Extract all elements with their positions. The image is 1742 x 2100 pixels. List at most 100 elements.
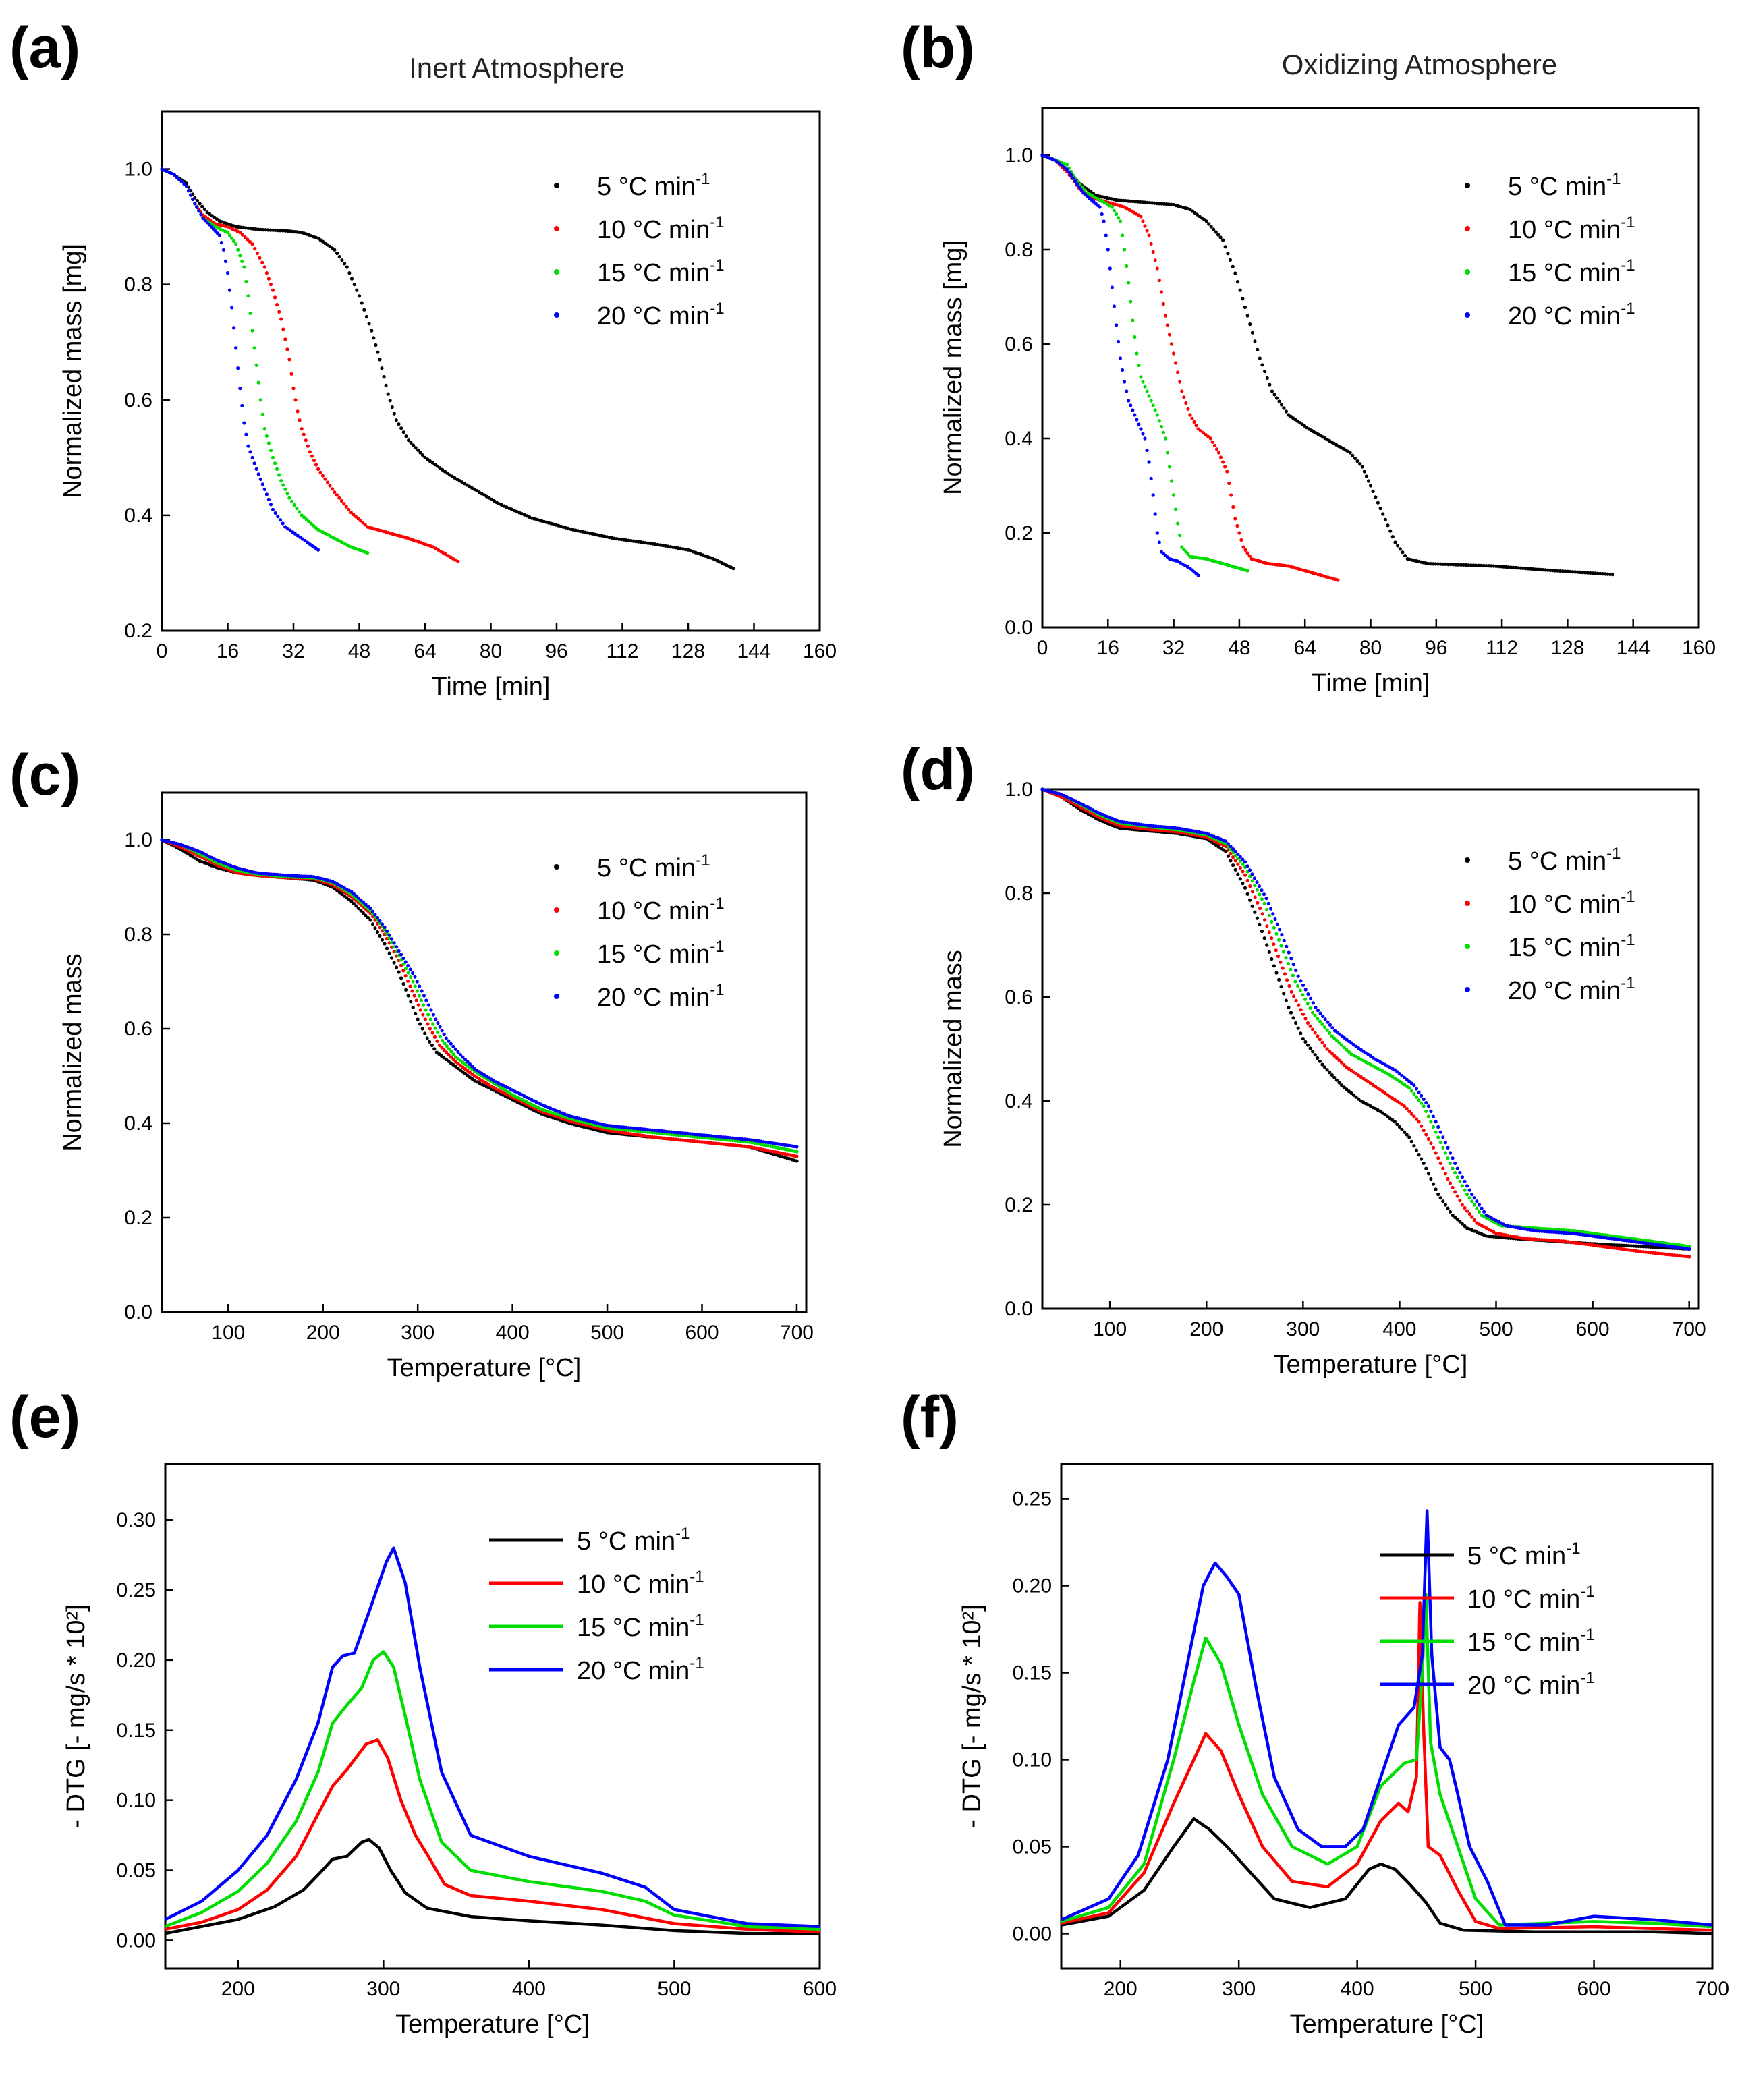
data-point — [1511, 565, 1515, 569]
data-point — [1598, 571, 1602, 576]
data-point — [1426, 561, 1430, 566]
data-point — [1353, 456, 1357, 461]
y-tick-label: 0.10 — [1013, 1749, 1052, 1771]
data-point — [244, 432, 248, 436]
data-point — [370, 909, 375, 913]
legend-label-text: 15 °C min — [577, 1614, 690, 1642]
y-axis-title: Normalized mass — [939, 950, 967, 1148]
data-point — [323, 477, 327, 481]
data-point — [269, 449, 273, 453]
data-point — [1563, 569, 1567, 573]
data-point — [1446, 1145, 1450, 1150]
data-point — [1414, 1087, 1419, 1091]
data-point — [1055, 160, 1059, 164]
x-tick-label: 48 — [348, 640, 370, 662]
y-tick-label: 0.8 — [1005, 882, 1033, 905]
data-point — [1241, 297, 1245, 301]
data-point — [1245, 569, 1249, 573]
data-point — [1575, 570, 1580, 574]
data-point — [1287, 950, 1291, 955]
data-point — [1448, 1161, 1453, 1165]
data-point — [385, 946, 389, 950]
data-point — [1454, 563, 1458, 567]
data-point — [1443, 1203, 1447, 1207]
data-point — [1250, 331, 1254, 335]
data-point — [394, 418, 398, 422]
legend-swatch — [554, 907, 559, 913]
data-point — [297, 510, 302, 514]
data-point — [441, 1038, 445, 1043]
y-tick-label: 0.0 — [124, 1301, 152, 1324]
data-point — [1383, 517, 1387, 522]
data-point — [397, 948, 401, 953]
data-point — [1226, 854, 1230, 858]
data-point — [252, 461, 256, 465]
data-point — [415, 989, 419, 993]
data-point — [1342, 1046, 1346, 1050]
data-point — [1292, 994, 1296, 998]
x-tick-label: 32 — [1162, 637, 1185, 659]
data-point — [399, 953, 403, 957]
series-line — [1061, 1509, 1713, 1927]
data-point — [1407, 1135, 1411, 1139]
data-point — [1216, 233, 1220, 237]
legend-label-superscript: -1 — [1566, 1539, 1580, 1558]
data-point — [258, 477, 262, 482]
x-tick-label: 96 — [1425, 637, 1447, 659]
data-point — [420, 989, 424, 993]
data-point — [238, 254, 242, 258]
data-point — [1250, 879, 1254, 883]
data-point — [256, 472, 260, 476]
data-point — [403, 960, 408, 964]
data-point — [219, 241, 223, 245]
data-point — [1073, 179, 1077, 183]
data-point — [1536, 567, 1540, 571]
chart-c: 100 200 300 400 500 600 700 0.0 0.2 0.4 0.6 0.8 1.0 T… — [59, 791, 814, 1382]
legend-label-text: 15 °C min — [1508, 259, 1621, 287]
data-point — [1180, 545, 1184, 549]
data-point — [1441, 1145, 1445, 1150]
data-point — [430, 461, 434, 465]
series-line — [1061, 1817, 1713, 1935]
data-point — [1184, 401, 1188, 405]
data-point — [426, 1022, 430, 1026]
data-point — [1395, 1070, 1399, 1074]
legend-label-superscript: -1 — [710, 300, 724, 318]
data-point — [1229, 859, 1233, 863]
data-point — [352, 513, 356, 517]
data-point — [281, 483, 285, 487]
data-point — [1453, 1190, 1457, 1194]
legend-item: 10 °C min-1 — [489, 1568, 704, 1599]
data-point — [1236, 862, 1240, 866]
data-point — [403, 974, 408, 978]
data-point — [277, 310, 281, 314]
data-point — [1270, 919, 1274, 924]
data-point — [1184, 550, 1188, 554]
data-point — [440, 1046, 444, 1050]
legend-label: 5 °C min-1 — [597, 851, 710, 882]
data-point — [248, 239, 252, 244]
data-point — [310, 454, 314, 458]
data-point — [1403, 1075, 1407, 1079]
x-tick-label: 80 — [480, 640, 502, 662]
data-point — [1340, 1083, 1344, 1087]
data-point — [461, 1055, 465, 1059]
data-point — [295, 507, 299, 511]
data-point — [342, 894, 346, 898]
data-point — [1420, 1157, 1424, 1161]
data-point — [411, 980, 415, 984]
series-1 — [160, 167, 735, 571]
data-point — [1245, 878, 1249, 882]
data-point — [1279, 985, 1283, 989]
data-point — [1262, 936, 1266, 940]
x-tick-label: 600 — [685, 1322, 719, 1344]
data-point — [1420, 1101, 1424, 1105]
data-point — [1268, 907, 1273, 911]
data-point — [1479, 563, 1483, 567]
data-point — [1322, 1065, 1327, 1069]
data-point — [392, 941, 396, 945]
data-point — [281, 327, 285, 331]
data-point — [1263, 370, 1267, 374]
legend-swatch — [1465, 269, 1470, 275]
data-point — [399, 426, 403, 430]
